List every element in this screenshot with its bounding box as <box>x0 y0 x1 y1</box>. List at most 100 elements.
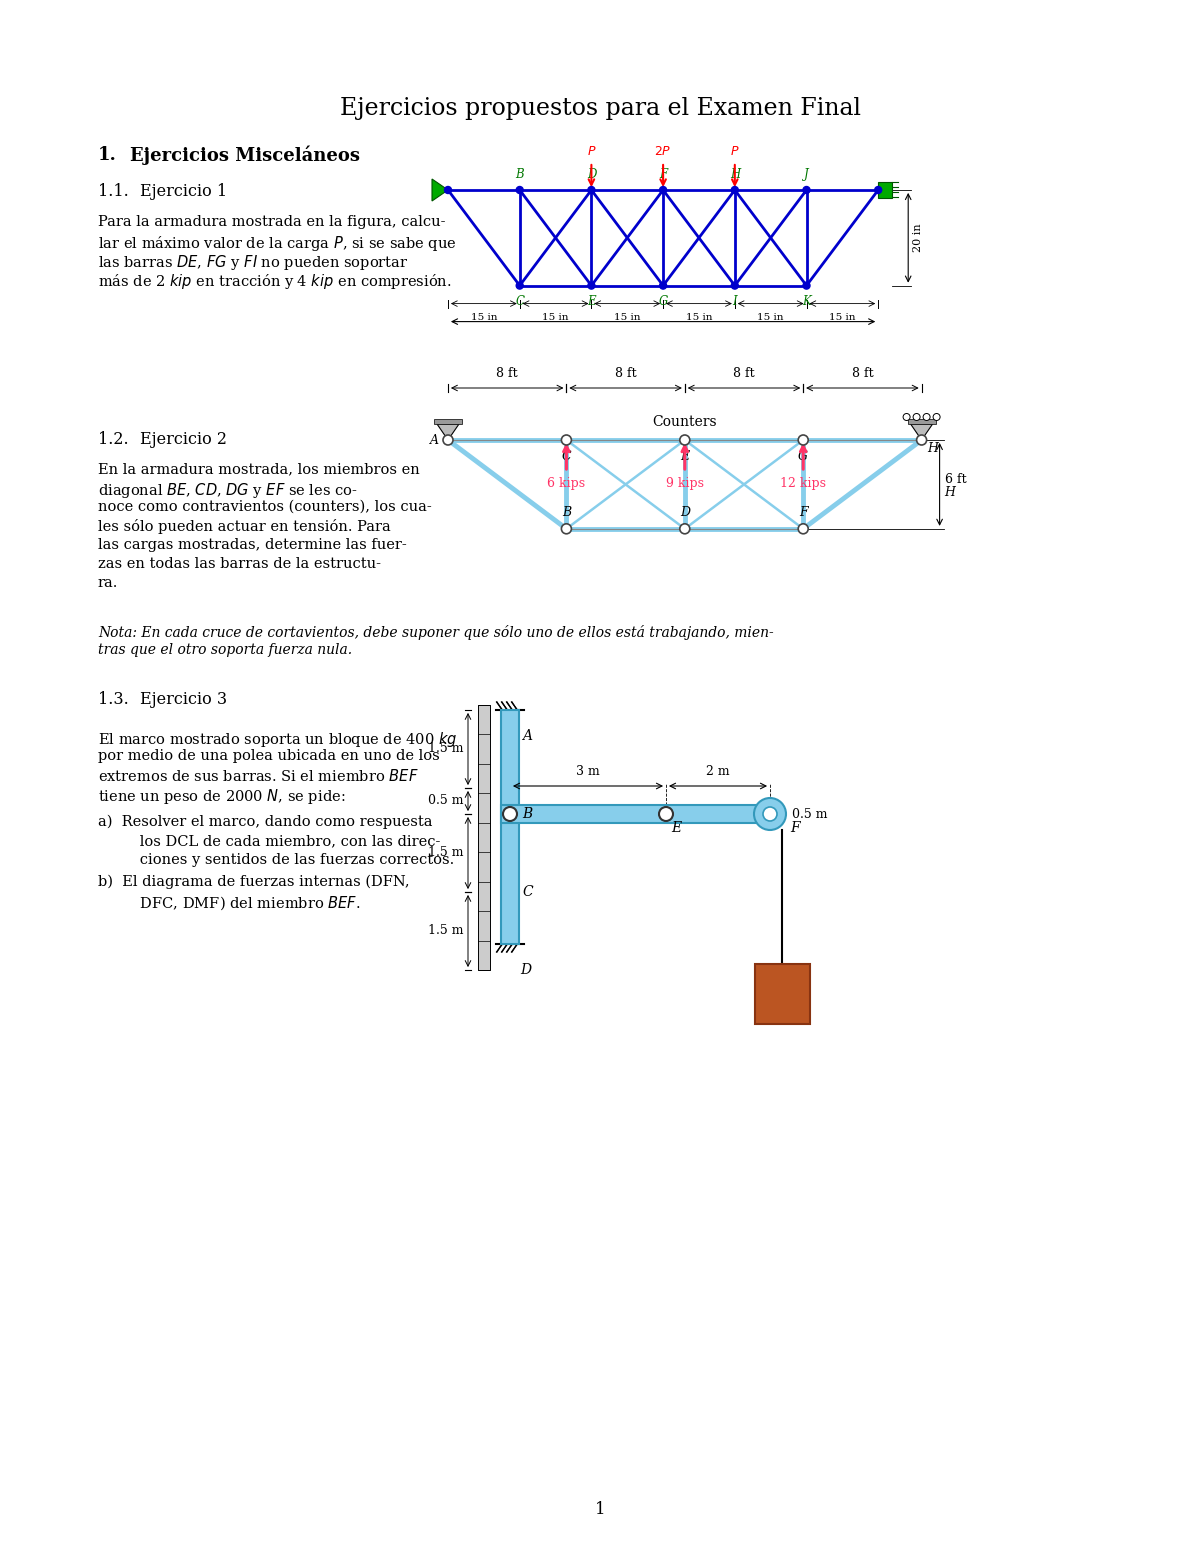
Text: 15 in: 15 in <box>470 312 497 321</box>
Text: 400 kg: 400 kg <box>760 988 804 1000</box>
Text: G: G <box>798 450 809 463</box>
Text: Counters: Counters <box>653 415 718 429</box>
Text: 20 in: 20 in <box>913 224 923 252</box>
Text: 8 ft: 8 ft <box>614 367 636 380</box>
Text: 12 kips: 12 kips <box>780 477 827 491</box>
Text: 1.5 m: 1.5 m <box>427 924 463 938</box>
Text: Ejercicio 1: Ejercicio 1 <box>140 183 227 200</box>
Text: B: B <box>562 506 571 519</box>
Polygon shape <box>437 424 458 439</box>
Circle shape <box>913 413 920 421</box>
Text: 3 m: 3 m <box>576 766 600 778</box>
Text: Ejercicios propuestos para el Examen Final: Ejercicios propuestos para el Examen Fin… <box>340 96 860 120</box>
Circle shape <box>444 186 451 194</box>
Text: DFC, DMF) del miembro $BEF$.: DFC, DMF) del miembro $BEF$. <box>112 895 361 912</box>
Text: $P$: $P$ <box>587 144 596 158</box>
Text: noce como contravientos (counters), los cua-: noce como contravientos (counters), los … <box>98 500 432 514</box>
Text: $2P$: $2P$ <box>654 144 672 158</box>
Text: b)  El diagrama de fuerzas internas (DFN,: b) El diagrama de fuerzas internas (DFN, <box>98 874 409 890</box>
Text: 8 ft: 8 ft <box>852 367 874 380</box>
Text: C: C <box>562 450 571 463</box>
Circle shape <box>934 413 940 421</box>
Text: B: B <box>515 168 524 182</box>
Text: E: E <box>671 822 682 836</box>
Circle shape <box>660 283 667 289</box>
Text: tiene un peso de 2000 $N$, se pide:: tiene un peso de 2000 $N$, se pide: <box>98 787 346 806</box>
Text: Nota: En cada cruce de cortavientos, debe suponer que sólo uno de ellos está tra: Nota: En cada cruce de cortavientos, deb… <box>98 624 774 640</box>
Bar <box>755 964 810 1023</box>
Text: H: H <box>944 486 955 499</box>
Circle shape <box>875 186 882 194</box>
Circle shape <box>516 186 523 194</box>
Text: 0.5 m: 0.5 m <box>792 808 828 820</box>
Bar <box>878 182 893 197</box>
Circle shape <box>562 523 571 534</box>
Circle shape <box>731 186 738 194</box>
Text: F: F <box>659 168 667 182</box>
Circle shape <box>904 413 910 421</box>
Circle shape <box>923 413 930 421</box>
Text: A: A <box>522 728 532 742</box>
Text: 2 m: 2 m <box>706 766 730 778</box>
Text: B: B <box>522 808 533 822</box>
Circle shape <box>803 283 810 289</box>
Text: J: J <box>804 168 809 182</box>
Text: D: D <box>679 506 690 519</box>
Bar <box>907 419 936 424</box>
Text: 6 ft: 6 ft <box>944 474 966 486</box>
Text: 1: 1 <box>595 1502 605 1519</box>
Text: 15 in: 15 in <box>542 312 569 321</box>
Text: Para la armadura mostrada en la figura, calcu-: Para la armadura mostrada en la figura, … <box>98 214 445 228</box>
Text: más de 2 $kip$ en tracción y 4 $kip$ en compresión.: más de 2 $kip$ en tracción y 4 $kip$ en … <box>98 272 451 290</box>
Circle shape <box>443 435 454 446</box>
Text: F: F <box>790 822 799 836</box>
Text: 1.5 m: 1.5 m <box>427 742 463 755</box>
Circle shape <box>588 186 595 194</box>
Circle shape <box>588 283 595 289</box>
Text: 15 in: 15 in <box>829 312 856 321</box>
Circle shape <box>803 186 810 194</box>
Text: $P$: $P$ <box>730 144 739 158</box>
Text: 6 kips: 6 kips <box>547 477 586 491</box>
Circle shape <box>659 808 673 822</box>
Text: 15 in: 15 in <box>685 312 713 321</box>
Text: lar el máximo valor de la carga $P$, si se sabe que: lar el máximo valor de la carga $P$, si … <box>98 235 457 253</box>
Text: E: E <box>587 295 595 307</box>
Polygon shape <box>911 424 932 439</box>
Text: por medio de una polea ubicada en uno de los: por medio de una polea ubicada en uno de… <box>98 749 439 763</box>
Text: A: A <box>430 433 439 447</box>
Polygon shape <box>432 179 448 200</box>
Circle shape <box>679 523 690 534</box>
Text: A: A <box>432 183 442 197</box>
Bar <box>502 710 520 944</box>
Text: los DCL de cada miembro, con las direc-: los DCL de cada miembro, con las direc- <box>112 834 440 848</box>
Text: 9 kips: 9 kips <box>666 477 703 491</box>
Text: 15 in: 15 in <box>757 312 784 321</box>
Text: Ejercicios Misceláneos: Ejercicios Misceláneos <box>130 146 360 165</box>
Text: 1.5 m: 1.5 m <box>427 846 463 859</box>
Circle shape <box>562 435 571 446</box>
Text: C: C <box>522 885 533 899</box>
Bar <box>434 419 462 424</box>
Circle shape <box>516 283 523 289</box>
Text: zas en todas las barras de la estructu-: zas en todas las barras de la estructu- <box>98 558 382 572</box>
Text: E: E <box>680 450 689 463</box>
Text: G: G <box>659 295 667 307</box>
Circle shape <box>754 798 786 829</box>
Text: Ejercicio 3: Ejercicio 3 <box>140 691 227 708</box>
Text: H: H <box>730 168 740 182</box>
Circle shape <box>763 808 778 822</box>
Text: 1.1.: 1.1. <box>98 183 128 200</box>
Text: F: F <box>799 506 808 519</box>
Text: a)  Resolver el marco, dando como respuesta: a) Resolver el marco, dando como respues… <box>98 815 432 829</box>
Circle shape <box>503 808 517 822</box>
Text: D: D <box>520 963 532 977</box>
Text: 1.2.: 1.2. <box>98 432 128 449</box>
Text: En la armadura mostrada, los miembros en: En la armadura mostrada, los miembros en <box>98 461 420 477</box>
Text: ciones y sentidos de las fuerzas correctos.: ciones y sentidos de las fuerzas correct… <box>112 853 455 867</box>
Bar <box>502 804 779 823</box>
Text: L: L <box>883 183 890 197</box>
Text: K: K <box>802 295 811 307</box>
Text: El marco mostrado soporta un bloque de 400 $kg$: El marco mostrado soporta un bloque de 4… <box>98 730 457 749</box>
Text: 15 in: 15 in <box>614 312 641 321</box>
